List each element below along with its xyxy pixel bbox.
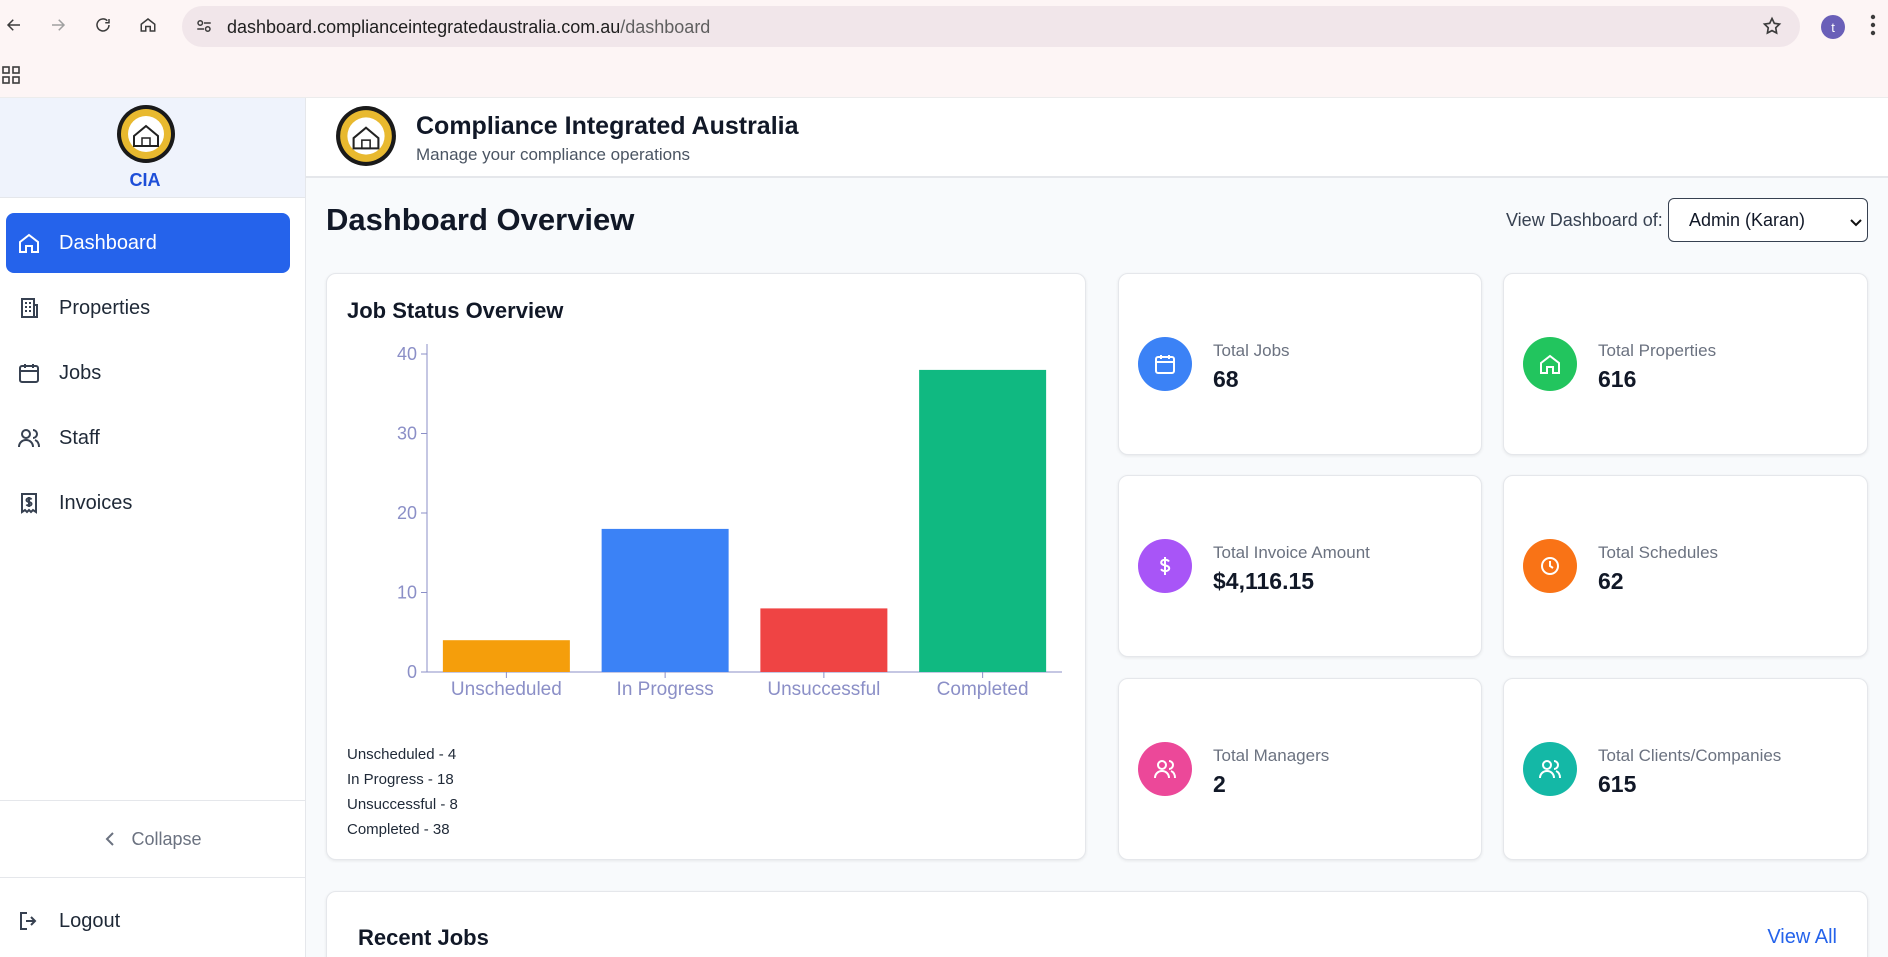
bookmark-star-icon[interactable] bbox=[1762, 16, 1782, 41]
sidebar-item-dashboard[interactable]: Dashboard bbox=[6, 213, 290, 273]
stat-card-total-managers: Total Managers 2 bbox=[1118, 678, 1482, 860]
home-icon bbox=[15, 229, 43, 257]
sidebar-item-label: Staff bbox=[59, 426, 100, 449]
sidebar-item-label: Invoices bbox=[59, 491, 133, 514]
view-all-link[interactable]: View All bbox=[1767, 926, 1837, 948]
stat-value: 2 bbox=[1213, 771, 1226, 797]
building-icon bbox=[15, 294, 43, 322]
stat-value: 616 bbox=[1598, 366, 1637, 392]
view-dashboard-value: Admin (Karan) bbox=[1689, 209, 1806, 230]
stat-card-total-jobs: Total Jobs 68 bbox=[1118, 273, 1482, 455]
stat-card-total-schedules: Total Schedules 62 bbox=[1503, 475, 1868, 657]
company-logo bbox=[336, 106, 396, 166]
stat-label: Total Properties bbox=[1598, 341, 1717, 360]
chevron-left-icon bbox=[103, 831, 117, 847]
stat-card-total-invoice-amount: Total Invoice Amount $4,116.15 bbox=[1118, 475, 1482, 657]
x-tick-label: Unsuccessful bbox=[767, 679, 880, 700]
stat-label: Total Managers bbox=[1213, 746, 1330, 765]
stat-value: 68 bbox=[1213, 366, 1239, 392]
browser-toolbar: dashboard.complianceintegratedaustralia.… bbox=[0, 0, 1888, 54]
stat-value: $4,116.15 bbox=[1213, 568, 1315, 594]
sidebar-item-jobs[interactable]: Jobs bbox=[6, 343, 290, 403]
stat-card-total-properties: Total Properties 616 bbox=[1503, 273, 1868, 455]
address-bar[interactable]: dashboard.complianceintegratedaustralia.… bbox=[182, 6, 1800, 47]
y-tick-label: 40 bbox=[397, 344, 417, 364]
collapse-button[interactable]: Collapse bbox=[0, 800, 305, 878]
y-tick-label: 30 bbox=[397, 424, 417, 444]
sidebar-item-invoices[interactable]: Invoices bbox=[6, 473, 290, 533]
main-content: Compliance Integrated Australia Manage y… bbox=[306, 98, 1888, 957]
stat-label: Total Invoice Amount bbox=[1213, 543, 1370, 562]
page-title: Dashboard Overview bbox=[326, 202, 635, 237]
sidebar-item-properties[interactable]: Properties bbox=[6, 278, 290, 338]
bar-completed bbox=[919, 369, 1047, 672]
legend-item: In Progress - 18 bbox=[347, 771, 454, 788]
legend-item: Unsuccessful - 8 bbox=[347, 796, 458, 813]
company-subtitle: Manage your compliance operations bbox=[416, 145, 691, 164]
stat-label: Total Schedules bbox=[1598, 543, 1719, 562]
logout-button[interactable]: Logout bbox=[6, 893, 290, 949]
job-status-card: Job Status Overview 0 10 20 30 40 Unscheduled… bbox=[326, 273, 1086, 860]
site-settings-icon[interactable] bbox=[195, 17, 213, 40]
clock-icon bbox=[1523, 539, 1577, 593]
chart-title: Job Status Overview bbox=[347, 298, 564, 323]
users-icon bbox=[1523, 742, 1577, 796]
job-status-chart: 0 10 20 30 40 Unscheduled In Progress Unsuccess… bbox=[397, 344, 1062, 700]
sidebar-item-label: Dashboard bbox=[59, 231, 157, 254]
collapse-label: Collapse bbox=[131, 828, 202, 849]
calendar-icon bbox=[15, 359, 43, 387]
stat-card-total-clients: Total Clients/Companies 615 bbox=[1503, 678, 1868, 860]
users-icon bbox=[1138, 742, 1192, 796]
users-icon bbox=[15, 424, 43, 452]
legend-item: Completed - 38 bbox=[347, 821, 450, 838]
cia-logo bbox=[117, 105, 175, 163]
sidebar-header: CIA bbox=[0, 98, 305, 198]
y-tick-label: 0 bbox=[407, 662, 417, 682]
sidebar-item-label: Jobs bbox=[59, 361, 102, 384]
recent-jobs-title: Recent Jobs bbox=[358, 925, 489, 950]
chart-legend-list: Unscheduled - 4 In Progress - 18 Unsucce… bbox=[347, 742, 458, 842]
stat-label: Total Clients/Companies bbox=[1598, 746, 1782, 765]
receipt-icon bbox=[15, 489, 43, 517]
x-tick-label: Unscheduled bbox=[451, 679, 562, 700]
x-tick-label: In Progress bbox=[617, 679, 714, 700]
home-icon bbox=[1523, 337, 1577, 391]
bar-unscheduled bbox=[442, 640, 570, 672]
bar-unsuccessful bbox=[760, 608, 888, 672]
url-text: dashboard.complianceintegratedaustralia.… bbox=[227, 17, 711, 37]
view-dashboard-label: View Dashboard of: bbox=[1506, 210, 1663, 230]
app-header: Compliance Integrated Australia Manage y… bbox=[306, 98, 1888, 178]
legend-item: Unscheduled - 4 bbox=[347, 746, 457, 763]
home-browser-icon[interactable] bbox=[134, 11, 162, 39]
chevron-down-icon bbox=[1849, 214, 1863, 235]
forward-icon[interactable] bbox=[44, 11, 72, 39]
sidebar-brand: CIA bbox=[129, 170, 161, 190]
x-tick-label: Completed bbox=[937, 679, 1029, 700]
back-icon[interactable] bbox=[0, 11, 28, 39]
stat-label: Total Jobs bbox=[1213, 341, 1290, 360]
calendar-icon bbox=[1138, 337, 1192, 391]
reload-icon[interactable] bbox=[89, 11, 117, 39]
stat-value: 615 bbox=[1598, 771, 1637, 797]
apps-grid-icon[interactable] bbox=[2, 66, 20, 89]
bookmarks-bar bbox=[0, 54, 1888, 98]
stat-value: 62 bbox=[1598, 568, 1624, 594]
y-tick-label: 20 bbox=[397, 503, 417, 523]
dollar-icon bbox=[1138, 539, 1192, 593]
logout-label: Logout bbox=[59, 909, 121, 932]
bar-in-progress bbox=[601, 528, 729, 672]
browser-menu-icon[interactable] bbox=[1870, 14, 1876, 41]
company-title: Compliance Integrated Australia bbox=[416, 112, 799, 140]
y-tick-label: 10 bbox=[397, 583, 417, 603]
sidebar: CIA Dashboard Properties Jobs Staff Invo… bbox=[0, 98, 306, 957]
view-dashboard-select[interactable]: Admin (Karan) bbox=[1668, 198, 1868, 242]
recent-jobs-card: Recent Jobs View All bbox=[326, 891, 1868, 957]
logout-icon bbox=[15, 907, 43, 935]
sidebar-item-staff[interactable]: Staff bbox=[6, 408, 290, 468]
profile-avatar[interactable]: t bbox=[1821, 15, 1845, 39]
sidebar-item-label: Properties bbox=[59, 296, 151, 319]
